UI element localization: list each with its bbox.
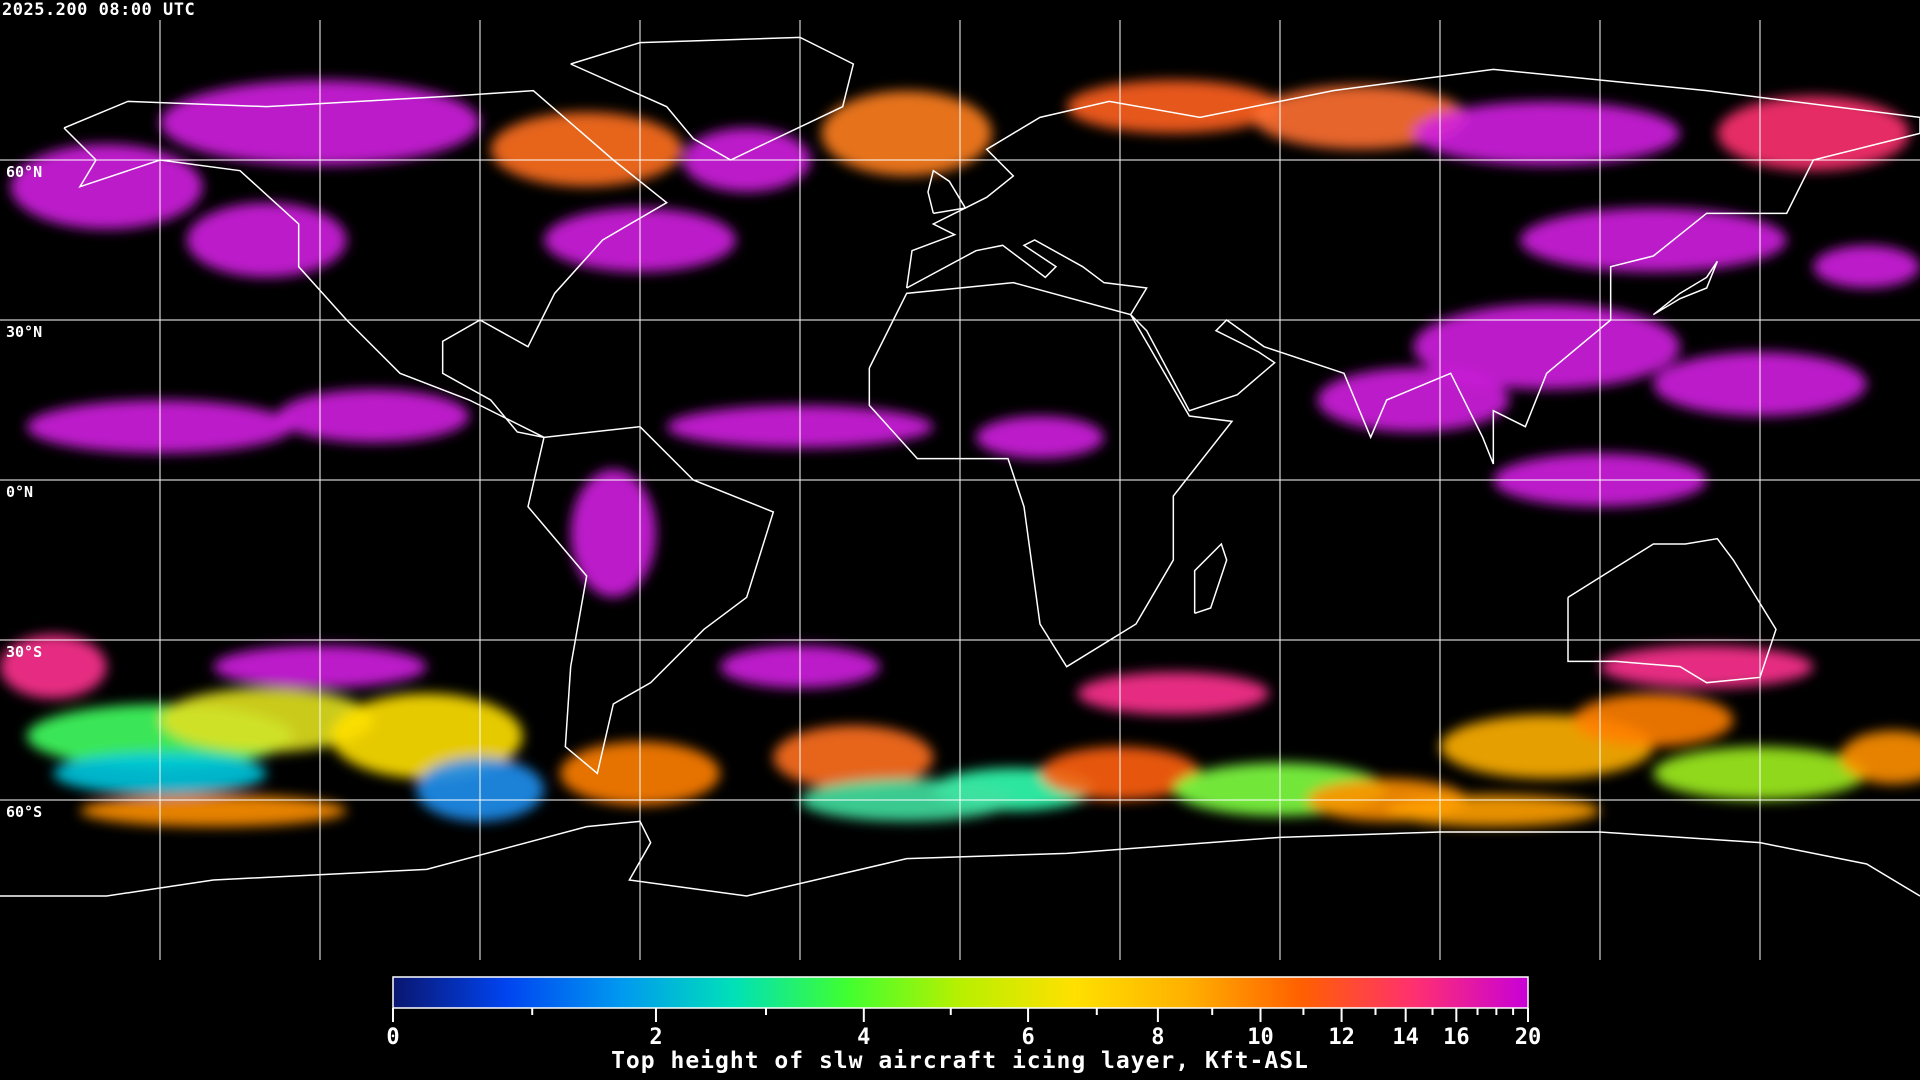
- colorbar-tick-label: 10: [1247, 1025, 1274, 1050]
- colorbar-tick-label: 2: [649, 1025, 662, 1050]
- lat-label-30s: 30°S: [6, 643, 43, 661]
- lat-label-60n: 60°N: [6, 163, 43, 181]
- colorbar-ticks: 0 2 4 6 8 10 12 14 16 20: [386, 1008, 1541, 1050]
- icing-cloud-region: [1253, 85, 1467, 150]
- coastline: [570, 36, 855, 161]
- colorbar: 0 2 4 6 8 10 12 14 16 20: [386, 976, 1541, 1050]
- icing-cloud-region: [976, 416, 1104, 459]
- icing-cloud-region: [1600, 645, 1814, 688]
- icing-cloud-region: [330, 693, 523, 779]
- icing-cloud-region: [1813, 245, 1920, 288]
- colorbar-tick-label: 8: [1151, 1025, 1164, 1050]
- icing-cloud-region: [1717, 96, 1910, 171]
- icing-cloud-region: [570, 469, 656, 598]
- icing-cloud-region: [490, 112, 683, 187]
- icing-cloud-region: [1413, 101, 1680, 166]
- colorbar-tick-label: 6: [1021, 1025, 1034, 1050]
- icing-cloud-region: [186, 202, 347, 278]
- icing-cloud-region: [10, 144, 203, 230]
- coastline: [1567, 537, 1777, 684]
- icing-cloud-region: [1386, 794, 1600, 827]
- icing-cloud-region: [821, 90, 992, 176]
- colorbar-tick-label: 12: [1328, 1025, 1355, 1050]
- icing-cloud-region: [1413, 304, 1680, 390]
- icing-cloud-region: [1077, 672, 1270, 715]
- coastline: [0, 820, 1920, 897]
- colorbar-tick-label: 14: [1392, 1025, 1419, 1050]
- coastline: [1193, 542, 1228, 615]
- icing-cloud-region: [277, 389, 470, 443]
- coastline: [868, 281, 1234, 668]
- colorbar-gradient: [392, 976, 1529, 1009]
- lat-lon-grid: [0, 20, 1920, 960]
- icing-cloud-region: [1066, 80, 1280, 134]
- colorbar-tick-label: 20: [1515, 1025, 1542, 1050]
- colorbar-tick-label: 16: [1443, 1025, 1470, 1050]
- colorbar-label: Top height of slw aircraft icing layer, …: [611, 1048, 1309, 1074]
- lat-label-0n: 0°N: [6, 483, 34, 501]
- icing-cloud-region: [1520, 208, 1787, 272]
- icing-cloud-region: [0, 634, 107, 699]
- icing-cloud-region: [1573, 693, 1734, 747]
- coastline: [527, 425, 775, 775]
- lat-label-30n: 30°N: [6, 323, 43, 341]
- icing-map: [0, 20, 1920, 960]
- timestamp: 2025.200 08:00 UTC: [2, 0, 196, 20]
- icing-cloud-region: [773, 725, 934, 790]
- colorbar-tick-label: 4: [857, 1025, 870, 1050]
- coastline: [905, 68, 1920, 465]
- coastline: [1652, 260, 1719, 316]
- icing-cloud-region: [1317, 368, 1510, 432]
- icing-cloud-region: [1840, 730, 1920, 784]
- colorbar-tick-label: 0: [386, 1025, 399, 1050]
- icing-cloud-region: [80, 794, 347, 827]
- coastlines: [0, 36, 1920, 897]
- lat-label-60s: 60°S: [6, 803, 43, 821]
- coastline: [63, 89, 668, 439]
